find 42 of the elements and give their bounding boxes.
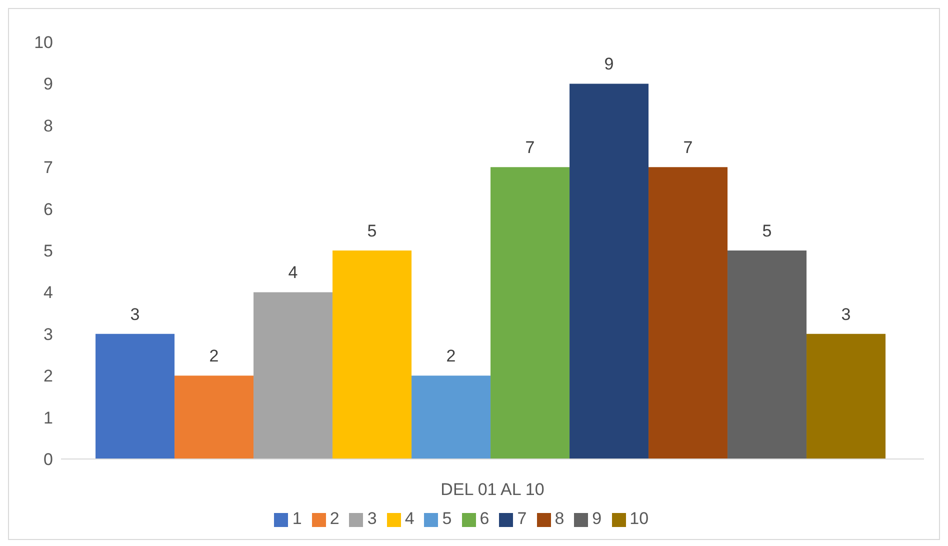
legend-label: 6 — [480, 509, 490, 528]
y-tick-label: 0 — [44, 450, 53, 470]
y-tick-label: 10 — [34, 33, 53, 52]
bar — [806, 334, 886, 459]
bar — [490, 167, 570, 459]
y-tick-label: 8 — [44, 116, 53, 136]
bar — [332, 250, 412, 459]
y-tick-label: 9 — [44, 74, 53, 94]
data-label: 5 — [762, 222, 772, 240]
bar — [96, 334, 175, 459]
y-tick-label: 7 — [44, 158, 53, 178]
y-tick-label: 4 — [44, 283, 53, 302]
data-label: 9 — [604, 54, 614, 74]
legend-label: 5 — [442, 509, 452, 528]
data-label: 7 — [683, 138, 693, 158]
x-tick-label: DEL 01 AL 10 — [440, 480, 544, 500]
y-tick-label: 2 — [44, 366, 53, 386]
data-label: 2 — [209, 346, 219, 366]
legend-label: 4 — [404, 509, 414, 528]
legend-label: 8 — [554, 509, 564, 528]
legend-label: 3 — [367, 509, 377, 528]
bar — [412, 376, 491, 459]
y-tick-label: 1 — [44, 408, 53, 428]
data-label: 7 — [525, 138, 535, 158]
legend-label: 7 — [517, 509, 527, 528]
y-tick-label: 3 — [44, 324, 53, 344]
data-label: 2 — [446, 346, 456, 366]
legend-label: 10 — [630, 509, 649, 528]
data-label: 3 — [841, 304, 851, 324]
data-label: 5 — [367, 222, 377, 240]
data-label: 4 — [288, 263, 298, 282]
bar — [174, 376, 254, 459]
bar — [254, 292, 333, 459]
bar — [570, 84, 649, 459]
data-label: 3 — [130, 304, 140, 324]
bar — [728, 250, 807, 459]
legend-label: 9 — [592, 509, 602, 528]
bar — [648, 167, 728, 459]
legend-label: 2 — [330, 509, 340, 528]
y-tick-label: 6 — [44, 200, 53, 219]
y-tick-label: 5 — [44, 242, 53, 261]
legend-label: 1 — [292, 509, 302, 528]
